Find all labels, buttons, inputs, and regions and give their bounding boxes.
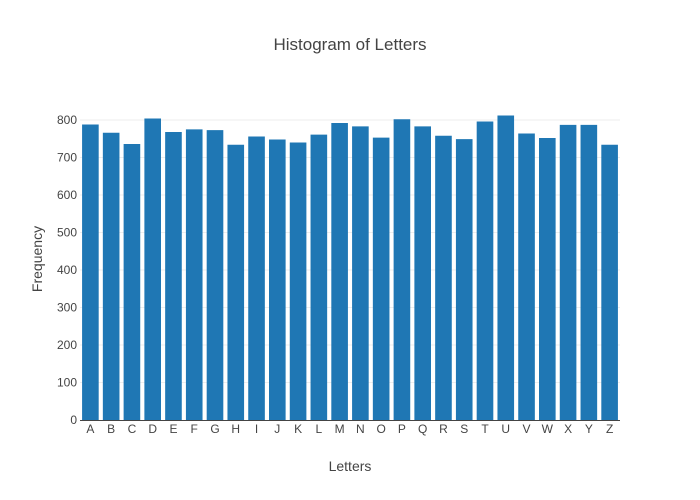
x-tick-label: Z [606,422,613,436]
x-tick-label: W [542,422,554,436]
x-tick-label: H [231,422,240,436]
bar-w [539,138,556,420]
bar-s [455,139,473,420]
bar-x [559,124,577,420]
x-tick-label: X [564,422,572,436]
bar-a [82,124,99,420]
bar-h [227,144,245,420]
x-tick-label: Y [585,422,593,436]
x-tick-label: V [523,422,531,436]
x-tick-label: T [481,422,489,436]
bar-y [580,124,598,420]
x-tick-label: J [274,422,280,436]
bar-i [248,136,265,420]
bar-o [372,137,390,420]
x-axis-label: Letters [329,458,372,474]
x-tick-label: F [191,422,198,436]
bar-d [144,118,161,420]
bar-l [310,134,328,420]
bar-f [185,129,203,420]
y-axis-label: Frequency [29,226,45,292]
bar-r [435,135,452,420]
bar-c [123,144,141,420]
x-tick-label: P [398,422,406,436]
y-tick-label: 500 [57,226,77,240]
x-tick-label: N [356,422,365,436]
bar-j [269,139,286,420]
x-tick-label: G [210,422,219,436]
x-tick-label: O [376,422,385,436]
bar-e [165,132,182,420]
bar-q [414,126,431,420]
x-tick-label: K [294,422,302,436]
x-tick-label: E [169,422,177,436]
bars [82,115,618,420]
x-tick-label: C [128,422,137,436]
x-tick-label: Q [418,422,427,436]
x-tick-label: I [255,422,258,436]
y-tick-label: 100 [57,376,77,390]
y-tick-labels: 0 100 200 300 400 500 600 700 800 [57,113,77,427]
x-tick-label: S [460,422,468,436]
y-tick-label: 700 [57,151,77,165]
x-tick-label: B [107,422,115,436]
x-tick-label: A [86,422,94,436]
bar-u [497,115,515,420]
bar-b [102,132,120,420]
y-tick-label: 600 [57,188,77,202]
x-tick-label: D [148,422,157,436]
y-tick-label: 400 [57,263,77,277]
bar-t [476,121,494,420]
x-tick-label: M [335,422,345,436]
bar-z [601,144,618,420]
y-tick-label: 800 [57,113,77,127]
bar-k [289,142,307,420]
x-tick-label: L [316,422,323,436]
bar-m [331,123,348,420]
bar-v [518,133,535,420]
y-tick-label: 200 [57,338,77,352]
x-tick-label: R [439,422,448,436]
y-tick-label: 300 [57,301,77,315]
chart-title: Histogram of Letters [273,35,426,54]
bar-n [352,126,369,420]
bar-g [206,130,224,420]
y-tick-label: 0 [70,413,77,427]
x-tick-label: U [501,422,510,436]
bar-p [393,119,411,420]
